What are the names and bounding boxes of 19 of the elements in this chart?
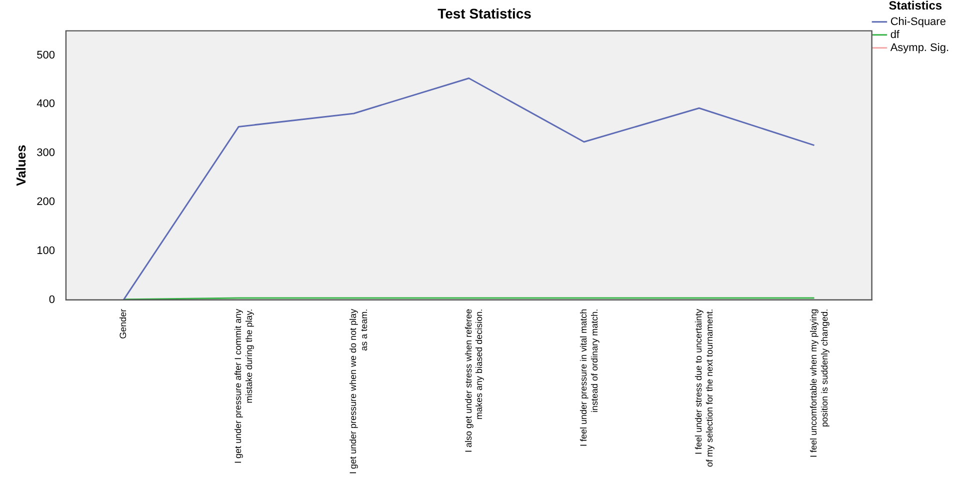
legend-label: Asymp. Sig. bbox=[890, 42, 950, 54]
x-tick-label: I feel under stress due to uncertainty of my selection for the next tournament. bbox=[694, 308, 714, 467]
chart-title: Test Statistics bbox=[438, 5, 532, 22]
x-tick-label: Gender bbox=[118, 308, 128, 339]
x-tick-label: I feel uncomfortable when my playing position is suddenly changed. bbox=[808, 308, 830, 458]
y-axis-title: Values bbox=[13, 144, 28, 186]
y-tick-label: 200 bbox=[36, 196, 55, 208]
y-tick-label: 500 bbox=[36, 49, 55, 62]
y-tick-label: 400 bbox=[36, 98, 55, 110]
y-tick-label: 300 bbox=[36, 147, 55, 160]
y-tick-label: 0 bbox=[48, 294, 55, 306]
legend-label: df bbox=[890, 28, 900, 41]
x-tick-label: I also get under stress when referee makes any biased decision. bbox=[463, 308, 484, 452]
legend-label: Chi-Square bbox=[890, 16, 946, 28]
x-tick-label: I feel under pressure in vital match instead of ordinary match. bbox=[578, 308, 600, 446]
legend-title: Statistics bbox=[888, 0, 942, 12]
y-tick-label: 100 bbox=[36, 245, 55, 257]
x-tick-label: I get under pressure after I commit any mistake during the play. bbox=[233, 308, 254, 464]
x-tick-label: I get under pressure when we do not play as a team. bbox=[348, 308, 370, 474]
